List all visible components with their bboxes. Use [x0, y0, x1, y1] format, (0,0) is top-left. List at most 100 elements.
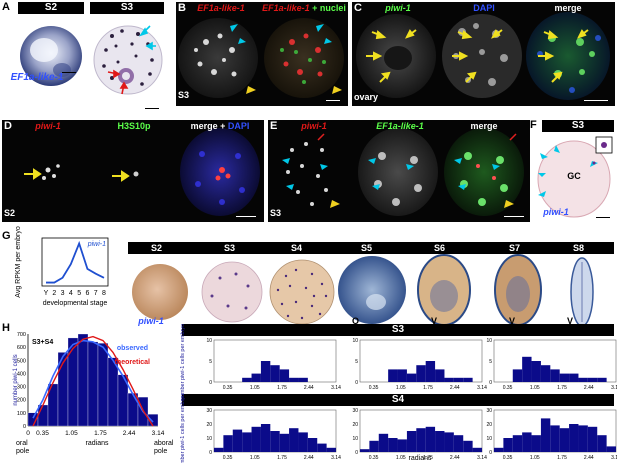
- s4-hist-bar: [214, 447, 224, 452]
- s3-hist-bar: [279, 369, 290, 382]
- s3-y-tick-label: 5: [489, 359, 492, 365]
- h-y-axis-label: number piwi-1 cells: [13, 354, 19, 405]
- probe-caption-e1: piwi-1: [301, 121, 327, 131]
- s4-hist-bar: [569, 424, 579, 452]
- s3-hist-bar: [531, 361, 541, 382]
- s3-hist-bar: [540, 365, 551, 382]
- s3-x-tick-label: 1.75: [423, 385, 433, 391]
- s4-hist-bar: [540, 418, 551, 452]
- s3-hist-bar: [406, 373, 417, 382]
- merge-caption-d-stain: DAPI: [227, 121, 250, 131]
- s4-hist-bar: [463, 440, 473, 452]
- s3-hist-bar: [444, 377, 454, 382]
- s4-hist-bar: [251, 426, 261, 452]
- panel-d-image: D piwi-1 H3S10p merge + DAPI S2: [2, 120, 264, 222]
- s4-y-tick-label: 30: [352, 408, 358, 414]
- orientation-mark-s8: V: [567, 316, 574, 326]
- s3-y-axis-label: number piwi-1 cells per embryo: [180, 324, 186, 400]
- h-y-tick-label: 600: [17, 345, 26, 351]
- h-hist-bar: [37, 404, 49, 427]
- s3-x-tick-label: 0.35: [223, 385, 233, 391]
- scale-bar-b: [326, 100, 340, 101]
- s4-hist-bar: [388, 438, 398, 452]
- panel-e-image: E piwi-1 EF1a-like-1 merge S3: [268, 120, 530, 222]
- s4-hist-bar: [298, 432, 308, 452]
- s3-hist-bar: [298, 377, 308, 382]
- h-x-axis-label: radians: [86, 440, 109, 447]
- panel-c-image: C piwi-1 DAPI merge ovary: [352, 2, 615, 106]
- probe-caption-d: piwi-1: [35, 121, 61, 131]
- s4-hist-bar: [242, 432, 252, 452]
- s4-y-tick-label: 0: [355, 450, 358, 456]
- s3-hist-bar: [416, 365, 426, 382]
- s4-hist-bar: [503, 438, 513, 452]
- h-y-tick-label: 500: [17, 358, 26, 364]
- s4-y-tick-label: 30: [486, 408, 492, 414]
- h-hist-bar: [97, 343, 109, 427]
- embryo-s2-drawing: [20, 26, 82, 86]
- orientation-mark-s6: V: [431, 316, 438, 326]
- s4-y-tick-label: 0: [209, 450, 212, 456]
- g-x-tick-label: 6: [85, 290, 89, 297]
- s4-x-tick-label: 2.44: [304, 455, 314, 461]
- stage-header-a2: S3: [90, 2, 164, 14]
- s4-x-axis-label: radians: [409, 455, 432, 462]
- s4-y-tick-label: 10: [486, 436, 492, 442]
- s4-hist-bar: [578, 425, 588, 452]
- h-hist-bar: [87, 341, 99, 427]
- s4-hist-bar: [397, 439, 407, 452]
- s4-y-tick-label: 30: [206, 408, 212, 414]
- stain-caption-c: DAPI: [473, 3, 495, 13]
- stage-header-g-s8: S8: [573, 243, 585, 253]
- panel-b-image: B EF1a-like-1 EF1a-like-1 + nuclei S3: [176, 2, 348, 106]
- marker-caption-d: H3S10p: [117, 121, 151, 131]
- embryo-series-drawing: [132, 254, 594, 327]
- h-x-tick-label: 1.05: [65, 430, 78, 437]
- s3-hist-bar: [522, 356, 532, 382]
- probe-caption-g: piwi-1: [138, 316, 164, 326]
- s4-x-tick-label: 1.75: [277, 455, 287, 461]
- probe-caption-b2: EF1a-like-1 + nuclei: [262, 3, 346, 13]
- h-y-tick-label: 700: [17, 332, 26, 338]
- stage-header-g-s6: S6: [434, 243, 446, 253]
- panel-c-drawing: [356, 12, 610, 100]
- panel-label-b: B: [178, 2, 186, 14]
- panel-label-c: C: [354, 2, 362, 14]
- g-x-tick-label: 8: [102, 290, 106, 297]
- g-x-tick-label: 7: [94, 290, 98, 297]
- panel-f-image: GC piwi-1: [534, 133, 615, 223]
- s3-hist-bar: [512, 369, 523, 382]
- h-aboral-pole-label-2: pole: [154, 448, 167, 455]
- g-y-axis-label: Avg RPKM per embryo: [15, 226, 22, 298]
- panel-label-e: E: [270, 120, 278, 132]
- embryo-s3-image: [92, 16, 164, 104]
- embryo-s3-drawing: [93, 25, 163, 95]
- s3-hist-bar: [578, 377, 588, 382]
- s4-x-tick-label: 1.75: [557, 455, 567, 461]
- s3-hist-bar: [260, 361, 271, 382]
- rpkm-line-svg: Y 2 3 4 5 6 7 8 developmental stage Avg RPKM per …: [15, 226, 109, 307]
- h-legend-theoretical: theoretical: [115, 359, 150, 366]
- stage-header-labels-g: S2 S3 S4 S5 S6 S7 S8: [128, 242, 614, 254]
- s3-y-tick-label: 5: [355, 359, 358, 365]
- h-x-tick-label: 3.14: [152, 430, 165, 437]
- probe-caption-f: piwi-1: [543, 207, 569, 217]
- panel-d-drawing: [24, 128, 260, 216]
- panel-label-g: G: [2, 230, 11, 242]
- s4-hist-bar: [531, 435, 541, 452]
- s3-hist-bar: [550, 369, 560, 382]
- s4-y-tick-label: 0: [489, 450, 492, 456]
- s4-x-tick-label: 0.35: [369, 455, 379, 461]
- h-y-tick-label: 100: [17, 411, 26, 417]
- g-x-tick-label: 2: [52, 290, 56, 297]
- stage-header-g-s7: S7: [509, 243, 521, 253]
- panel-label-a: A: [2, 1, 10, 13]
- s4-y-tick-label: 20: [352, 422, 358, 428]
- scale-bar-c: [584, 100, 608, 101]
- s4-x-tick-label: 1.05: [530, 455, 540, 461]
- merge-caption-e: merge: [470, 121, 498, 131]
- h-y-tick-label: 300: [17, 385, 26, 391]
- s3-hist-bar: [597, 377, 607, 382]
- s4-hist-bar: [406, 431, 417, 452]
- s3-header: S3: [182, 324, 614, 336]
